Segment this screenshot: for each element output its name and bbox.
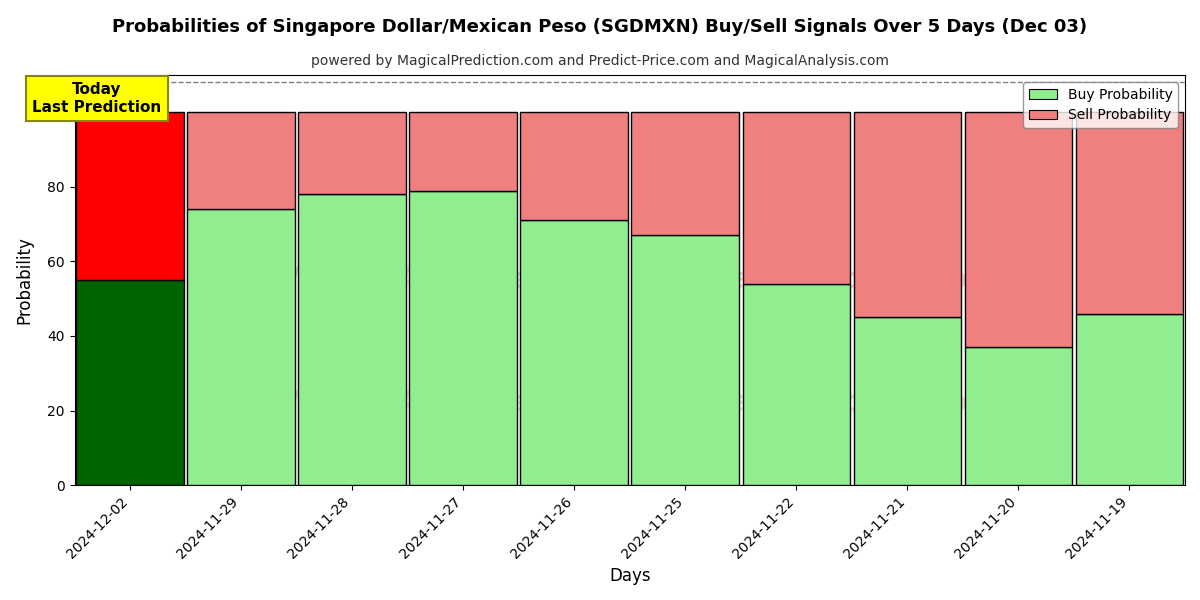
Legend: Buy Probability, Sell Probability: Buy Probability, Sell Probability [1024, 82, 1178, 128]
Bar [187, 112, 295, 209]
Bar [299, 112, 406, 194]
X-axis label: Days: Days [610, 567, 650, 585]
Bar [77, 280, 184, 485]
Bar [77, 112, 184, 280]
Bar [1075, 314, 1183, 485]
Y-axis label: Probability: Probability [16, 236, 34, 324]
Bar [631, 235, 739, 485]
Bar [299, 194, 406, 485]
Text: Today
Last Prediction: Today Last Prediction [32, 82, 162, 115]
Bar [631, 112, 739, 235]
Bar [743, 284, 851, 485]
Text: powered by MagicalPrediction.com and Predict-Price.com and MagicalAnalysis.com: powered by MagicalPrediction.com and Pre… [311, 54, 889, 68]
Text: MagicalPrediction.com: MagicalPrediction.com [641, 389, 997, 417]
Text: MagicalPrediction.com: MagicalPrediction.com [641, 266, 997, 294]
Bar [853, 317, 961, 485]
Bar [409, 112, 517, 191]
Bar [965, 347, 1073, 485]
Bar [853, 112, 961, 317]
Bar [1075, 112, 1183, 314]
Text: Probabilities of Singapore Dollar/Mexican Peso (SGDMXN) Buy/Sell Signals Over 5 : Probabilities of Singapore Dollar/Mexica… [113, 18, 1087, 36]
Bar [409, 191, 517, 485]
Text: MagicalAnalysis.com: MagicalAnalysis.com [278, 266, 604, 294]
Bar [521, 112, 628, 220]
Bar [743, 112, 851, 284]
Text: MagicalAnalysis.com: MagicalAnalysis.com [278, 389, 604, 417]
Bar [187, 209, 295, 485]
Bar [965, 112, 1073, 347]
Bar [521, 220, 628, 485]
